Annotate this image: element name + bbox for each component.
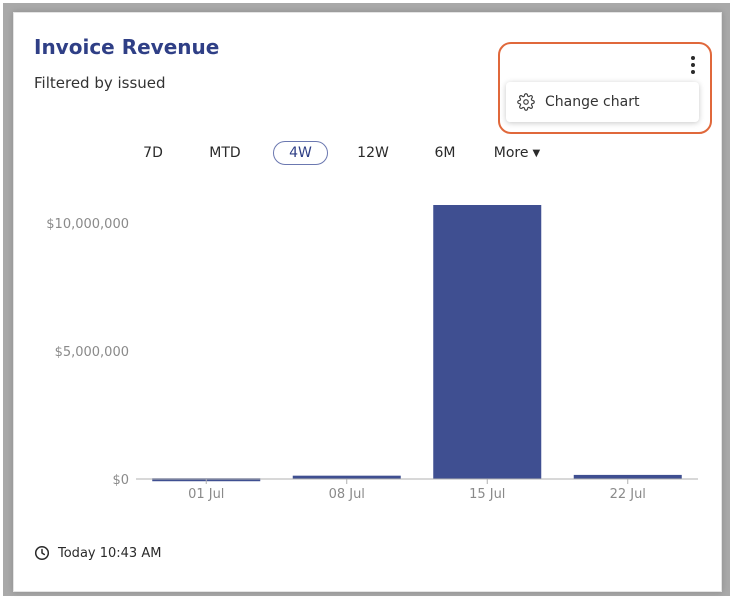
y-tick-label: $5,000,000 xyxy=(55,345,129,360)
range-label: More xyxy=(493,145,529,161)
gear-icon xyxy=(517,93,535,111)
bar-08-jul xyxy=(292,475,401,479)
range-label: 7D xyxy=(143,145,163,161)
range-label: 4W xyxy=(289,145,312,161)
more-options-icon[interactable] xyxy=(684,53,702,77)
bar-22-jul xyxy=(573,474,682,479)
change-chart-label: Change chart xyxy=(545,94,640,110)
card-subtitle: Filtered by issued xyxy=(34,74,166,92)
timestamp: Today 10:43 AM xyxy=(58,545,162,561)
clock-icon xyxy=(34,545,50,561)
x-tick-label: 01 Jul xyxy=(188,487,224,502)
range-12w-tab[interactable]: 12W xyxy=(352,141,394,165)
range-label: 12W xyxy=(357,145,389,161)
y-tick-label: $10,000,000 xyxy=(46,217,129,232)
range-7d-tab[interactable]: 7D xyxy=(135,141,171,165)
dot xyxy=(691,56,695,60)
bar-15-jul xyxy=(433,205,542,479)
revenue-bar-chart: $0 $5,000,000 $10,000,000 01 Jul 08 Jul 15 Ju… xyxy=(46,205,698,502)
x-tick-label: 15 Jul xyxy=(469,487,505,502)
range-6m-tab[interactable]: 6M xyxy=(425,141,465,165)
card-title: Invoice Revenue xyxy=(34,35,220,59)
revenue-card: Invoice Revenue Filtered by issued Chang… xyxy=(13,12,722,592)
x-tick-label: 22 Jul xyxy=(610,487,646,502)
caret-down-icon: ▼ xyxy=(532,148,541,159)
range-more-dropdown[interactable]: More ▼ xyxy=(486,141,548,165)
range-selector: 7D MTD 4W 12W 6M More ▼ xyxy=(14,141,721,165)
range-label: 6M xyxy=(434,145,456,161)
y-tick-label: $0 xyxy=(112,473,129,488)
change-chart-menu-item[interactable]: Change chart xyxy=(506,82,699,122)
range-label: MTD xyxy=(209,145,241,161)
x-tick-label: 08 Jul xyxy=(329,487,365,502)
dot xyxy=(691,63,695,67)
range-mtd-tab[interactable]: MTD xyxy=(200,141,250,165)
range-4w-tab[interactable]: 4W xyxy=(273,141,328,165)
last-updated: Today 10:43 AM xyxy=(34,545,161,561)
dot xyxy=(691,70,695,74)
